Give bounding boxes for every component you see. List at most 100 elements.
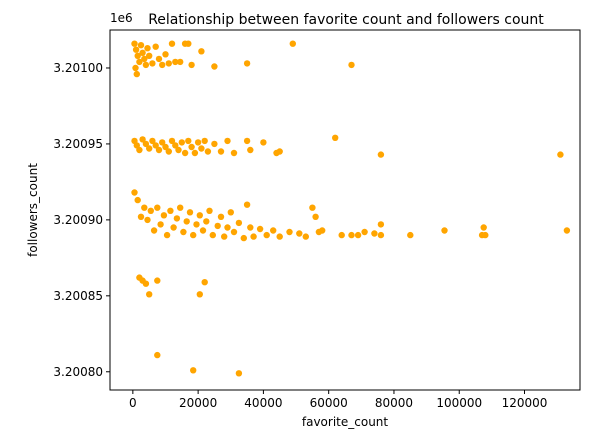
data-point [168,137,176,145]
data-point [319,227,326,234]
y-tick-label: 3.20080 [53,365,103,379]
data-point [250,233,257,240]
data-point [221,233,228,240]
data-point [296,230,303,237]
x-axis-label: favorite_count [302,415,389,429]
data-point [132,64,139,72]
data-point [198,48,205,55]
data-point [159,61,166,69]
data-point [247,224,254,231]
data-point [141,204,148,211]
data-point [348,61,355,69]
plot-area-frame [109,29,581,391]
data-point [217,148,225,155]
data-point [338,231,345,239]
data-point [256,225,264,233]
data-point [177,58,184,66]
data-point [224,137,231,145]
data-point [147,207,154,214]
y-tick-label: 3.20090 [53,213,103,227]
data-point [188,143,195,151]
data-point [152,43,159,50]
data-point [217,213,225,220]
data-point [224,224,231,231]
data-point [154,277,161,284]
data-point [136,58,143,66]
y-tick-label: 3.20100 [53,61,103,75]
x-tick-label: 40000 [244,396,282,410]
data-point [155,146,163,154]
data-point [154,351,161,359]
x-tick-label: 0 [129,396,137,410]
data-point [196,291,203,298]
data-point [270,227,277,234]
data-point [377,231,385,239]
data-point [243,137,251,145]
data-point [165,60,172,67]
data-point [146,52,153,59]
data-point [131,189,138,196]
data-point [136,146,143,154]
data-point [137,213,145,220]
data-point [142,61,150,69]
data-point [214,222,221,230]
data-point [155,55,163,63]
data-point [243,201,251,208]
y-tick-label: 3.20085 [53,289,103,303]
data-point [163,231,171,239]
data-point [183,218,190,225]
data-point [157,221,164,228]
data-point [348,231,355,239]
data-point [206,207,213,214]
chart-title: Relationship between favorite count and … [148,12,544,28]
data-point [170,224,177,231]
data-point [142,280,150,287]
data-point [286,228,293,236]
data-point [172,142,179,149]
data-point [441,227,448,234]
data-point [186,209,194,216]
data-point [289,40,296,47]
data-point [482,231,489,239]
data-point [141,55,148,63]
data-point [137,42,145,49]
data-point [302,233,309,240]
x-tick-label: 80000 [375,396,413,410]
data-point [159,139,166,146]
data-point [201,137,208,145]
data-point [131,40,138,47]
data-point [276,233,283,240]
x-tick-label: 60000 [310,396,348,410]
data-point [150,227,158,234]
data-point [139,136,146,143]
data-point [139,49,146,56]
data-point [203,218,210,225]
data-point [211,63,218,70]
data-point [361,228,368,236]
x-tick-label: 100000 [436,396,482,410]
y-offset-label: 1e6 [110,11,133,25]
data-point [480,224,487,231]
data-point [209,231,216,239]
data-point [312,213,319,220]
data-point [227,209,234,216]
data-point [407,231,414,239]
data-point [146,291,153,298]
y-axis-ticks: 3.20080 3.20085 3.20090 3.20095 3.20100 [53,61,110,379]
data-point [167,207,174,214]
data-point [235,219,243,227]
data-point [199,227,207,234]
data-point [175,146,182,154]
data-point [198,145,205,152]
data-point [193,221,200,228]
data-point [243,60,251,67]
data-point [160,212,168,219]
data-point [235,370,243,377]
data-point [309,204,316,211]
data-point [144,216,151,224]
data-point [563,227,571,234]
data-point [211,140,218,148]
data-point [152,142,159,149]
data-point [196,212,203,219]
